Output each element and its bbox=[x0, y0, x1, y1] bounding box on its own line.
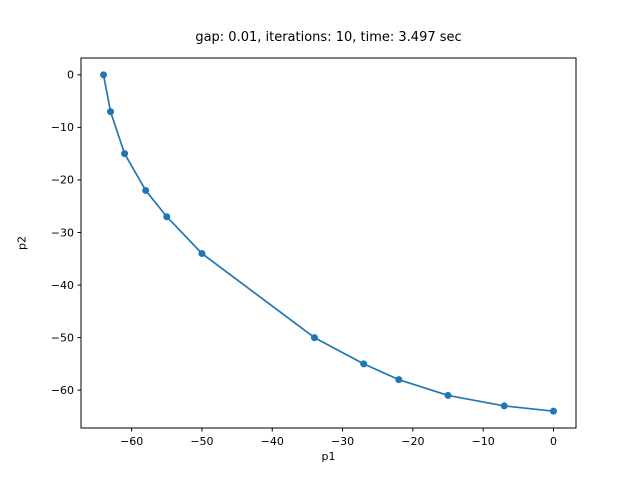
x-tick-label: −30 bbox=[331, 435, 354, 448]
y-tick-label: −10 bbox=[51, 121, 74, 134]
data-point-marker bbox=[107, 108, 115, 116]
y-tick-label: −20 bbox=[51, 174, 74, 187]
y-tick-label: −40 bbox=[51, 279, 74, 292]
x-tick-label: −20 bbox=[401, 435, 424, 448]
x-tick-label: −60 bbox=[120, 435, 143, 448]
data-point-marker bbox=[395, 376, 403, 384]
data-point-marker bbox=[121, 150, 129, 158]
data-point-marker bbox=[310, 334, 318, 342]
data-point-marker bbox=[550, 407, 557, 415]
data-point-marker bbox=[142, 186, 150, 194]
series-line bbox=[102, 73, 555, 413]
y-tick-label: 0 bbox=[67, 69, 74, 82]
x-tick-label: 0 bbox=[550, 435, 557, 448]
y-tick-label: −50 bbox=[51, 331, 74, 344]
data-point-marker bbox=[163, 213, 171, 221]
chart-title: gap: 0.01, iterations: 10, time: 3.497 s… bbox=[195, 30, 462, 45]
data-point-marker bbox=[500, 402, 508, 410]
data-point-marker bbox=[444, 391, 452, 399]
x-axis-label: p1 bbox=[321, 450, 336, 463]
x-tick-label: −10 bbox=[472, 435, 495, 448]
data-point-marker bbox=[360, 360, 368, 368]
data-point-marker bbox=[198, 250, 206, 258]
axes-spines bbox=[80, 57, 577, 429]
y-tick-label: −30 bbox=[51, 226, 74, 239]
x-tick-label: −40 bbox=[261, 435, 284, 448]
y-tick-label: −60 bbox=[51, 384, 74, 397]
x-tick-label: −50 bbox=[190, 435, 213, 448]
data-point-marker bbox=[100, 71, 107, 79]
y-axis-label: p2 bbox=[15, 236, 29, 250]
